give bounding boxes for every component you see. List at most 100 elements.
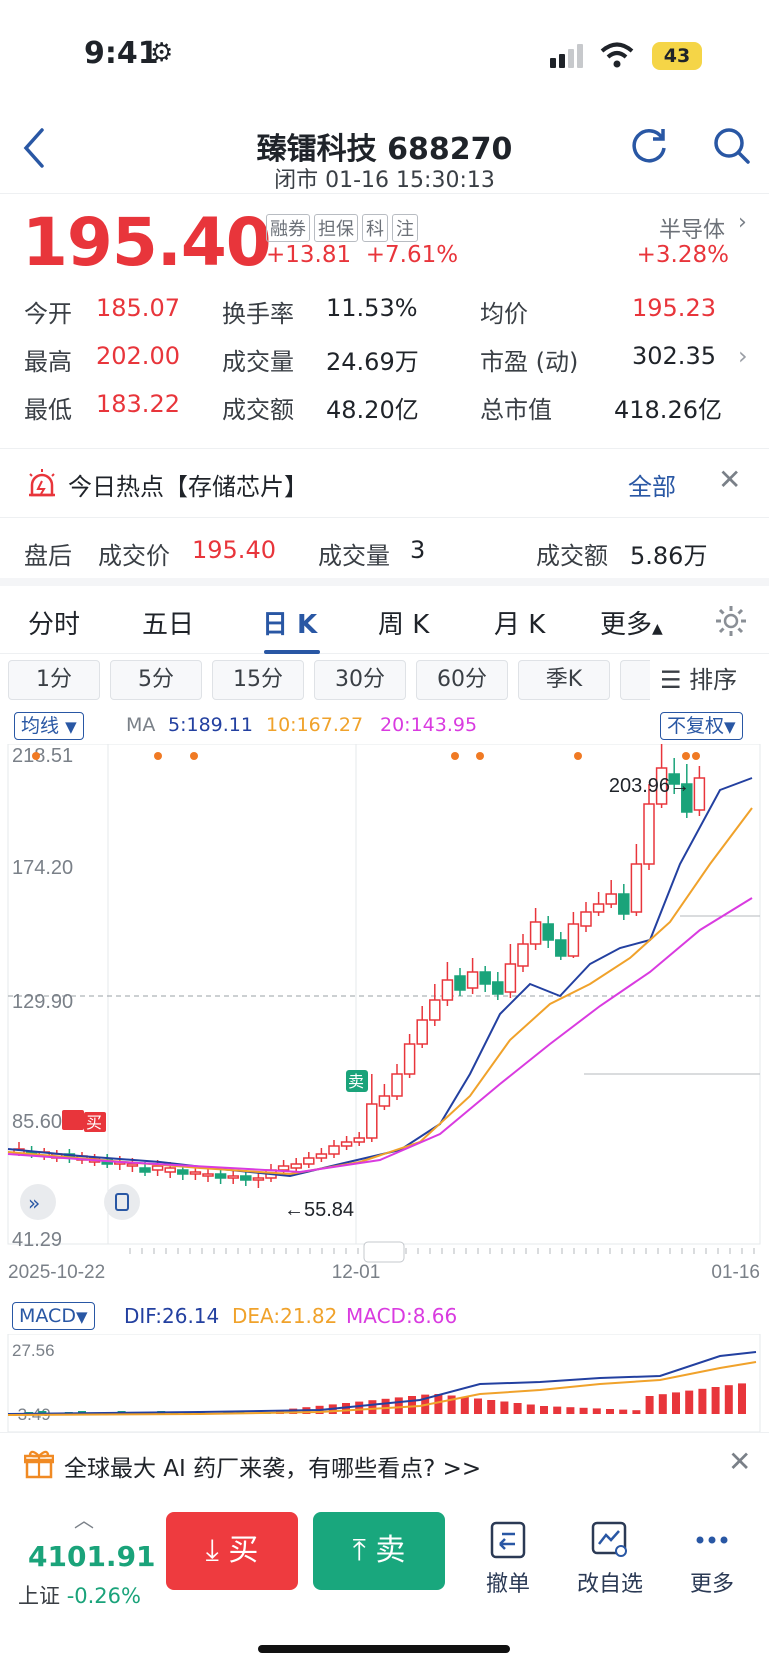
stat-value: 195.23 xyxy=(632,294,716,322)
tab-more[interactable]: 更多▲ xyxy=(600,604,663,641)
tab-weekly-k[interactable]: 周 K xyxy=(378,610,430,640)
ma-label: MA xyxy=(126,714,156,736)
subtab-overflow[interactable] xyxy=(620,660,650,700)
refresh-icon[interactable] xyxy=(630,126,668,164)
ma20-line xyxy=(7,897,753,1174)
candle-body xyxy=(240,1175,252,1181)
ma20-value: 20:143.95 xyxy=(380,714,478,736)
caret-down-icon: ▼ xyxy=(724,718,736,736)
y-axis-label: 129.90 xyxy=(12,991,73,1013)
stock-title: 臻镭科技 688270 xyxy=(256,132,513,167)
minute-subtabs: 1分 5分 15分 30分 60分 季K ☰ 排序 xyxy=(0,660,769,704)
back-arrow-icon[interactable] xyxy=(22,128,46,168)
candle-body xyxy=(681,783,693,813)
x-axis-label: 12-01 xyxy=(332,1262,381,1283)
expand-button xyxy=(20,1184,56,1220)
macd-bar xyxy=(381,1398,390,1414)
subtab-60min[interactable]: 60分 xyxy=(416,660,508,700)
macd-legend: MACD▼ DIF:26.14 DEA:21.82 MACD:8.66 xyxy=(0,1302,769,1332)
close-icon[interactable]: ✕ xyxy=(718,463,742,496)
buy-arrow-icon: ⤓ xyxy=(205,1533,229,1568)
hot-all-link[interactable]: 全部 xyxy=(628,473,676,501)
subtab-15min[interactable]: 15分 xyxy=(212,660,304,700)
settings-gear-icon: ⚙ xyxy=(150,38,174,68)
tab-monthly-k[interactable]: 月 K xyxy=(494,610,546,640)
banner-text: 全球最大 AI 药厂来袭，有哪些看点? >> xyxy=(64,1456,482,1482)
after-vol-value: 3 xyxy=(410,536,426,564)
active-tab-underline xyxy=(264,650,320,654)
caret-up-icon: ▲ xyxy=(652,621,663,637)
more-button[interactable]: 更多 xyxy=(672,1520,752,1598)
settings-icon[interactable] xyxy=(714,604,748,638)
candle-body xyxy=(139,1167,151,1173)
sell-label: 卖 xyxy=(375,1533,406,1568)
gift-icon xyxy=(24,1450,54,1479)
macd-bar xyxy=(606,1409,614,1414)
candle-body xyxy=(403,1043,416,1075)
macd-selector[interactable]: MACD▼ xyxy=(12,1302,95,1330)
ma10-value: 10:167.27 xyxy=(266,714,364,736)
stat-label: 市盈 (动) xyxy=(480,348,579,376)
battery-indicator: 43 xyxy=(652,42,702,70)
tab-intraday[interactable]: 分时 xyxy=(28,610,81,640)
ma-selector[interactable]: 均线 ▼ xyxy=(14,712,84,740)
edit-watchlist-button[interactable]: 改自选 xyxy=(570,1520,650,1598)
candle-body xyxy=(517,943,529,967)
index-info[interactable]: 上证 -0.26% xyxy=(18,1580,141,1610)
home-indicator xyxy=(258,1645,510,1653)
scroll-handle xyxy=(363,1241,405,1263)
candle-body xyxy=(366,1103,378,1139)
sort-button[interactable]: ☰ 排序 xyxy=(660,660,737,700)
candle-body xyxy=(227,1175,239,1179)
sector-link[interactable]: 半导体 xyxy=(659,212,725,244)
event-dot xyxy=(574,752,582,760)
status-time: 9:41 xyxy=(84,36,159,71)
candle-body xyxy=(391,1073,403,1097)
tab-five-day[interactable]: 五日 xyxy=(142,610,195,640)
drawing-tool-icon xyxy=(115,1193,129,1211)
macd-selector-label: MACD xyxy=(19,1305,76,1327)
chevron-up-icon[interactable]: ︿ xyxy=(74,1508,94,1532)
candle-body xyxy=(164,1167,176,1173)
hot-topic-bar[interactable]: 今日热点【存储芯片】 全部 ✕ xyxy=(0,448,769,518)
stat-label: 换手率 xyxy=(222,300,294,328)
drawing-tool-button xyxy=(104,1184,140,1220)
macd-bar xyxy=(592,1408,601,1414)
adjust-selector[interactable]: 不复权▼ xyxy=(660,712,743,740)
subtab-1min[interactable]: 1分 xyxy=(8,660,100,700)
index-value[interactable]: 4101.91 xyxy=(28,1540,156,1573)
y-axis-label: 41.29 xyxy=(12,1229,62,1251)
stat-value: 24.69万 xyxy=(326,348,419,376)
candle-body xyxy=(605,893,617,905)
candle-body xyxy=(303,1157,315,1165)
macd-bar xyxy=(513,1403,522,1414)
close-icon[interactable]: ✕ xyxy=(728,1445,752,1478)
edit-watchlist-label: 改自选 xyxy=(576,1572,643,1597)
search-icon[interactable] xyxy=(712,126,752,166)
tag-collateral: 担保 xyxy=(314,214,358,242)
event-dot xyxy=(190,752,198,760)
tag-margin-short: 融券 xyxy=(266,214,310,242)
promo-banner[interactable]: 全球最大 AI 药厂来袭，有哪些看点? >> ✕ xyxy=(0,1432,769,1494)
candle-body xyxy=(454,975,466,991)
candle-body xyxy=(202,1173,214,1177)
subtab-quarter-k[interactable]: 季K xyxy=(518,660,610,700)
macd-frame xyxy=(7,1334,761,1432)
macd-chart[interactable]: 27.56-3.49 xyxy=(0,1334,769,1432)
cancel-order-button[interactable]: 撤单 xyxy=(468,1520,548,1598)
period-tabs: 分时 五日 日 K 周 K 月 K 更多▲ xyxy=(0,590,769,654)
subtab-5min[interactable]: 5分 xyxy=(110,660,202,700)
buy-button[interactable]: ⤓ 买 xyxy=(166,1512,298,1590)
stat-label: 成交额 xyxy=(222,396,294,424)
sell-button[interactable]: ⤒ 卖 xyxy=(313,1512,445,1590)
chevron-right-icon: › xyxy=(738,210,747,235)
after-vol-label: 成交量 xyxy=(318,542,390,570)
candle-body xyxy=(466,971,479,989)
sort-label: 排序 xyxy=(689,666,738,694)
subtab-30min[interactable]: 30分 xyxy=(314,660,406,700)
kline-chart[interactable]: 218.51 174.20 129.90 85.60 41.29 2025-10-22 12… xyxy=(0,744,769,1284)
stat-value: 202.00 xyxy=(96,342,180,370)
chevron-right-icon[interactable]: › xyxy=(738,342,748,370)
tab-daily-k[interactable]: 日 K xyxy=(262,610,318,640)
macd-bar xyxy=(408,1396,416,1414)
